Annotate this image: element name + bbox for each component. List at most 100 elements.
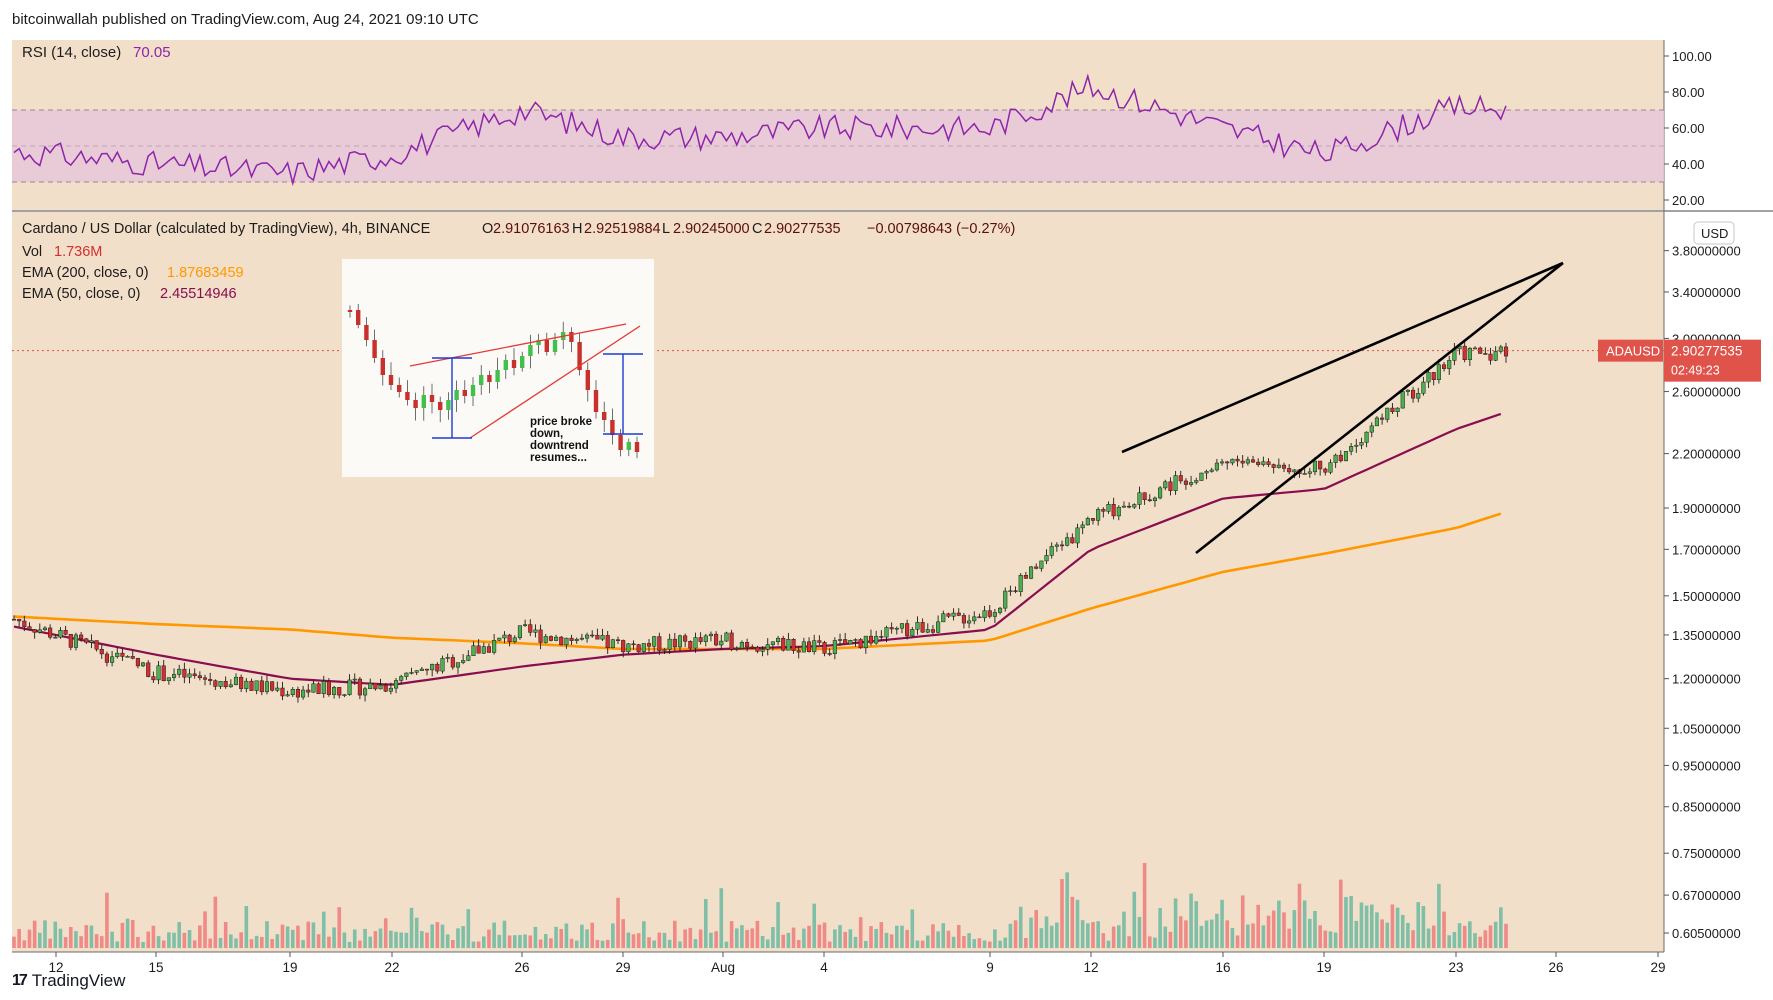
candle-body [1431,372,1436,380]
candle-body [1023,575,1028,579]
volume-bar [693,939,698,948]
date-tick-label: 26 [1548,960,1563,975]
price-axis-bg [1664,40,1773,952]
candle-body [585,634,590,639]
candle-body [801,641,806,653]
wedge-lower-line[interactable] [1195,261,1564,555]
candle-body [559,636,564,646]
chart-area[interactable]: 100.00 80.00 60.00 40.00 20.00 RSI (14, clos… [0,40,1773,980]
volume-bar [771,927,775,948]
currency-label: USD [1701,226,1728,241]
candle-body [414,670,419,673]
candle-body [125,656,130,658]
candle-body [342,694,347,696]
volume-bar [229,934,233,948]
inset-candle-body [446,400,451,410]
volume-bar [497,934,502,948]
volume-bar [440,924,445,948]
volume-bar [564,923,569,948]
tradingview-logo-icon: 17 [12,972,28,989]
volume-bar [1369,904,1374,948]
candle-body [1338,454,1343,462]
volume-bar [378,928,383,948]
volume-bar [724,941,729,948]
volume-bar [703,899,708,948]
volume-bar [1132,891,1137,948]
volume-bar [507,935,512,948]
ohlc-high-label: H [572,221,582,237]
volume-bar [616,897,620,948]
candle-body [915,622,920,630]
candle-body [1276,464,1281,468]
volume-bar [1049,925,1054,948]
volume-bar [987,941,992,948]
wedge-upper-line[interactable] [1121,261,1564,454]
volume-bar [327,936,331,948]
inset-bg [342,259,654,477]
candle-body [770,641,775,645]
candle-body [445,657,450,659]
volume-bar [838,925,842,948]
volume-bar [523,934,527,948]
volume-bar [1483,930,1488,948]
candle-body [151,676,156,681]
volume-bar [1318,925,1322,948]
candle-body [1302,473,1307,475]
inset-candle-body [372,340,377,358]
candle-body [1121,505,1127,508]
volume-bar [817,924,822,948]
volume-bar [812,903,817,948]
volume-bar [740,925,744,948]
candle-body [492,640,497,653]
candle-body [987,610,992,617]
candle-body [1204,471,1209,474]
candle-body [517,625,522,639]
candle-body [259,680,264,693]
volume-bar [110,931,114,948]
candle-body [1147,499,1152,501]
candle-body [311,683,316,693]
volume-bar [223,922,228,948]
volume-bar [719,888,724,948]
candle-body [1287,468,1292,473]
candle-body [956,612,961,616]
volume-bar [502,920,507,948]
candle-body [791,639,796,651]
ohlc-close: 2.90277535 [764,221,841,237]
candle-body [94,640,99,650]
candle-body [1106,504,1111,512]
inset-candle-body [413,400,418,408]
candle-body [182,668,187,678]
candle-body [843,639,848,645]
volume-bar [399,932,403,948]
candle-body [1085,518,1090,526]
volume-bar [487,929,491,948]
tradingview-footer[interactable]: 17 TradingView [12,968,125,994]
volume-bar [1261,925,1266,948]
currency-badge[interactable] [1693,221,1735,245]
candle-body [171,674,177,678]
candle-body [868,635,874,644]
volume-bar [1359,902,1364,948]
inset-candle-body [388,375,394,385]
volume-bar [156,936,161,948]
volume-bars [12,862,1508,948]
volume-bar [1473,933,1477,948]
chart-svg[interactable]: 100.00 80.00 60.00 40.00 20.00 RSI (14, clos… [0,40,1773,980]
candle-body [1385,407,1390,420]
volume-bar [38,932,42,948]
tradingview-brand: TradingView [31,971,126,990]
candle-body [1018,575,1023,592]
inset-candle-body [462,390,467,396]
volume-bar [280,924,285,948]
candle-body [1359,442,1364,446]
price-tick-label: 0.60500000 [1672,926,1741,941]
volume-bar [518,935,522,948]
candle-body [1194,480,1199,483]
candle-body [698,637,703,642]
candle-body [1142,492,1147,500]
date-tick-label: 15 [148,960,163,975]
candle-body [58,630,63,638]
candle-body [1220,461,1225,464]
volume-bar [657,932,662,948]
